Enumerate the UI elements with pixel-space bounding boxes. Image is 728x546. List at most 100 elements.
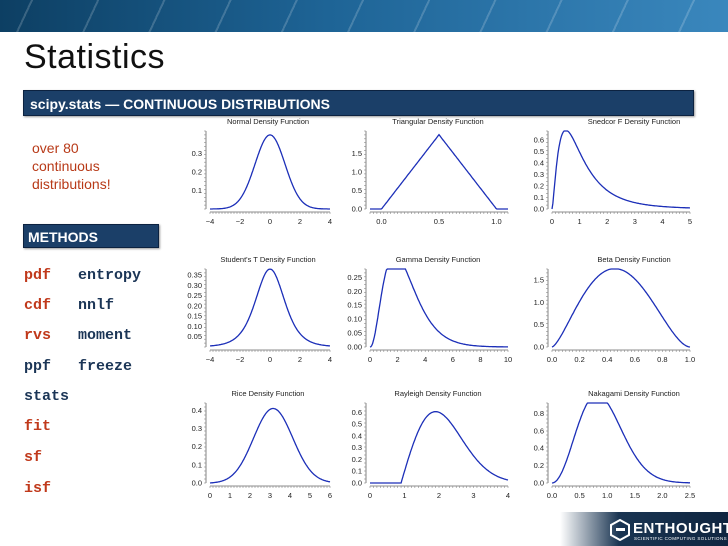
x-tick-label: 0.5	[574, 491, 584, 500]
density-curve	[369, 268, 508, 348]
x-tick-label: 3	[471, 491, 475, 500]
y-tick-label: 0.0	[352, 479, 362, 488]
x-tick-label: 8	[478, 355, 482, 364]
chart-title: Snedcor F Density Function	[588, 117, 681, 126]
x-tick-label: 2	[298, 355, 302, 364]
chart-title: Beta Density Function	[597, 255, 670, 264]
y-tick-label: 1.0	[352, 167, 362, 176]
methods-bar: METHODS	[23, 224, 159, 248]
x-tick-label: 3	[268, 491, 272, 500]
y-tick-label: 0.5	[534, 320, 544, 329]
logo-backdrop	[560, 512, 728, 546]
y-tick-label: 0.20	[187, 301, 202, 310]
density-curve	[551, 402, 690, 484]
chart-title: Gamma Density Function	[396, 255, 481, 264]
enthought-logo-icon	[610, 519, 630, 541]
x-tick-label: 0.2	[574, 355, 584, 364]
y-tick-label: 0.00	[347, 343, 362, 352]
y-tick-label: 0.05	[187, 332, 202, 341]
x-tick-label: 0	[268, 217, 272, 226]
method-sf: sf	[24, 449, 43, 466]
y-tick-label: 1.5	[534, 276, 544, 285]
chart-nakagami: Nakagami Density Function 0.0 0.5 1.0 1.5 2.0…	[534, 389, 696, 500]
x-tick-label: 1.0	[602, 491, 612, 500]
y-tick-label: 0.5	[352, 420, 362, 429]
subtitle-bar: scipy.stats — CONTINUOUS DISTRIBUTIONS	[23, 90, 694, 116]
y-tick-label: 1.0	[534, 298, 544, 307]
x-tick-label: 0	[550, 217, 554, 226]
density-curve	[209, 407, 331, 484]
subtitle-text: scipy.stats — CONTINUOUS DISTRIBUTIONS	[30, 96, 331, 112]
chart-title: Normal Density Function	[227, 117, 309, 126]
x-tick-label: 1.5	[630, 491, 640, 500]
y-tick-label: 0.3	[534, 170, 544, 179]
y-tick-label: 0.6	[534, 136, 544, 145]
x-tick-label: 2	[298, 217, 302, 226]
y-tick-label: 0.05	[347, 329, 362, 338]
y-tick-label: 0.4	[192, 406, 202, 415]
method-isf: isf	[24, 480, 52, 497]
method-fit: fit	[24, 418, 52, 435]
chart-title: Rice Density Function	[232, 389, 305, 398]
chart-rayleigh: Rayleigh Density Function 0 1 2 3 4 0.0 0.1 0.2 0…	[352, 389, 511, 500]
method-pdf: pdf	[24, 267, 52, 284]
y-tick-label: 0.15	[347, 301, 362, 310]
chart-t: Student's T Density Function−4 −2 0 2 40.050…	[187, 255, 332, 364]
x-tick-label: 0.0	[547, 355, 557, 364]
method-nnlf: nnlf	[78, 297, 115, 314]
x-tick-label: 5	[308, 491, 312, 500]
chart-triangular: Triangular Density Function 0.0 0.5 1.0 0.0 0…	[352, 117, 509, 226]
chart-title: Student's T Density Function	[220, 255, 315, 264]
x-tick-label: 6	[328, 491, 332, 500]
method-stats: stats	[24, 388, 70, 405]
y-tick-label: 0.5	[352, 186, 362, 195]
y-tick-label: 0.15	[187, 312, 202, 321]
method-moment: moment	[78, 327, 133, 344]
density-curve	[370, 410, 509, 484]
method-rvs: rvs	[24, 327, 52, 344]
x-tick-label: 2	[437, 491, 441, 500]
x-tick-label: 2	[605, 217, 609, 226]
x-tick-label: 1.0	[685, 355, 695, 364]
y-tick-label: 0.0	[192, 479, 202, 488]
x-tick-label: 4	[288, 491, 292, 500]
x-tick-label: −4	[206, 355, 215, 364]
y-tick-label: 0.3	[352, 443, 362, 452]
x-tick-label: 0	[268, 355, 272, 364]
header-stripes	[0, 0, 728, 32]
x-tick-label: 0.0	[547, 491, 557, 500]
slide-title: Statistics	[24, 38, 166, 76]
y-tick-label: 0.4	[352, 431, 362, 440]
y-tick-label: 0.20	[347, 287, 362, 296]
logo-tagline: SCIENTIFIC COMPUTING SOLUTIONS	[634, 536, 728, 541]
y-tick-label: 0.0	[534, 479, 544, 488]
logo-wordmark: ENTHOUGHT	[633, 520, 728, 537]
x-tick-label: 4	[660, 217, 664, 226]
y-tick-label: 0.8	[534, 409, 544, 418]
x-tick-label: 0	[368, 491, 372, 500]
x-tick-label: 5	[688, 217, 692, 226]
density-curve	[210, 268, 330, 347]
y-tick-label: 0.2	[534, 182, 544, 191]
x-tick-label: 2.5	[685, 491, 695, 500]
x-tick-label: −2	[236, 355, 245, 364]
y-tick-label: 0.2	[192, 167, 202, 176]
y-tick-label: 0.2	[534, 461, 544, 470]
x-tick-label: 0.5	[434, 217, 444, 226]
x-tick-label: 3	[633, 217, 637, 226]
chart-beta: Beta Density Function 0.0 0.2 0.4 0.6 0.8 1.0 0…	[534, 255, 696, 364]
chart-title: Triangular Density Function	[392, 117, 483, 126]
method-cdf: cdf	[24, 297, 52, 314]
y-tick-label: 0.4	[534, 159, 544, 168]
y-tick-label: 0.25	[347, 273, 362, 282]
method-ppf: ppf	[24, 358, 52, 375]
x-tick-label: 0	[208, 491, 212, 500]
y-tick-label: 0.30	[187, 281, 202, 290]
y-tick-label: 0.0	[352, 205, 362, 214]
y-tick-label: 0.1	[352, 467, 362, 476]
y-tick-label: 0.35	[187, 271, 202, 280]
x-tick-label: 0.6	[630, 355, 640, 364]
enthought-logo: ENTHOUGHT SCIENTIFIC COMPUTING SOLUTIONS	[608, 516, 728, 546]
x-tick-label: 1	[578, 217, 582, 226]
